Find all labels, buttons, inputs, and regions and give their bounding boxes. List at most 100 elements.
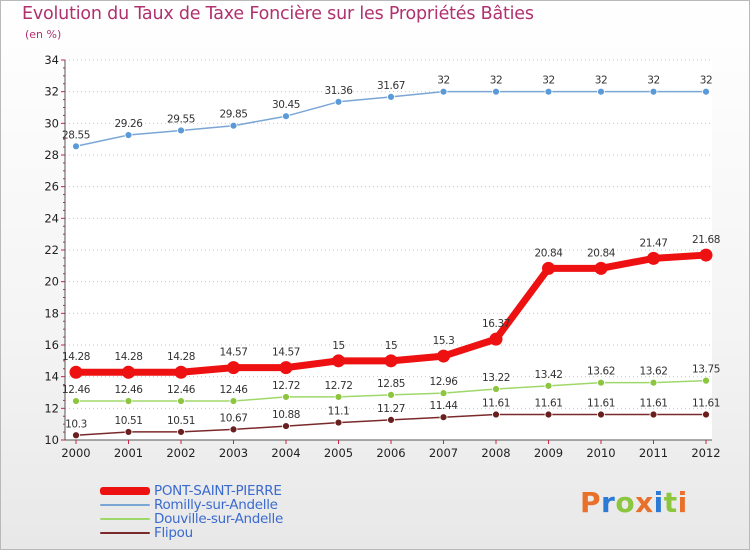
data-point bbox=[702, 410, 710, 419]
data-point bbox=[334, 97, 343, 106]
data-label: 12.85 bbox=[377, 378, 405, 390]
data-point bbox=[544, 381, 553, 390]
chart-unit-label: (en %) bbox=[25, 28, 62, 41]
x-tick-label: 2009 bbox=[534, 446, 563, 460]
legend-item-romilly: Romilly-sur-Andelle bbox=[100, 497, 283, 513]
data-point bbox=[72, 431, 80, 440]
data-point bbox=[387, 415, 395, 424]
data-label: 11.61 bbox=[534, 398, 562, 410]
legend-swatch-romilly bbox=[100, 504, 150, 506]
y-tick-label: 16 bbox=[44, 338, 59, 352]
data-label: 29.26 bbox=[114, 118, 143, 130]
legend-item-douville: Douville-sur-Andelle bbox=[100, 511, 283, 527]
data-label: 13.75 bbox=[692, 364, 720, 376]
data-label: 12.96 bbox=[429, 376, 458, 388]
logo-letter: r bbox=[601, 486, 616, 519]
data-point bbox=[649, 378, 658, 387]
data-point bbox=[229, 397, 238, 405]
data-label: 14.28 bbox=[114, 351, 142, 363]
data-point bbox=[334, 393, 343, 401]
data-label: 14.28 bbox=[167, 351, 195, 363]
data-label: 31.67 bbox=[377, 80, 405, 92]
data-point bbox=[177, 428, 185, 436]
y-tick-label: 32 bbox=[44, 85, 59, 99]
data-label: 13.22 bbox=[482, 372, 510, 384]
data-label: 29.55 bbox=[167, 113, 195, 125]
data-point bbox=[439, 389, 448, 398]
data-label: 13.42 bbox=[534, 369, 562, 381]
data-label: 11.61 bbox=[639, 398, 667, 410]
logo-letter: P bbox=[580, 486, 602, 519]
data-label: 13.62 bbox=[639, 366, 667, 378]
legend-swatch-douville bbox=[100, 518, 150, 520]
data-label: 10.88 bbox=[272, 409, 300, 421]
data-point bbox=[492, 410, 500, 419]
data-label: 32 bbox=[595, 75, 608, 87]
data-point bbox=[492, 87, 500, 96]
data-point bbox=[229, 121, 238, 130]
data-point bbox=[439, 413, 448, 422]
data-label: 29.85 bbox=[219, 109, 247, 121]
data-label: 32 bbox=[647, 75, 660, 87]
data-label: 10.3 bbox=[65, 418, 87, 430]
data-label: 11.44 bbox=[429, 400, 458, 412]
data-point bbox=[387, 92, 395, 101]
data-point bbox=[597, 410, 605, 419]
data-point bbox=[699, 248, 713, 262]
data-label: 21.47 bbox=[639, 237, 667, 249]
data-label: 15 bbox=[332, 340, 345, 352]
data-point bbox=[492, 385, 500, 393]
data-point bbox=[72, 397, 80, 405]
y-tick-label: 30 bbox=[44, 116, 59, 130]
y-tick-label: 10 bbox=[44, 433, 59, 447]
y-tick-label: 34 bbox=[44, 53, 59, 67]
data-point bbox=[124, 131, 133, 139]
data-label: 11.61 bbox=[692, 398, 720, 410]
x-tick-label: 2001 bbox=[114, 446, 143, 460]
data-label: 32 bbox=[542, 75, 555, 87]
data-point bbox=[69, 365, 83, 379]
data-label: 12.46 bbox=[114, 384, 143, 396]
data-point bbox=[282, 112, 290, 121]
data-label: 12.46 bbox=[219, 384, 248, 396]
data-point bbox=[489, 332, 503, 346]
data-point bbox=[384, 354, 398, 368]
x-tick-label: 2008 bbox=[481, 446, 510, 460]
x-tick-label: 2005 bbox=[324, 446, 353, 460]
data-label: 14.28 bbox=[62, 351, 90, 363]
y-tick-label: 22 bbox=[44, 243, 59, 257]
data-point bbox=[702, 376, 710, 385]
data-point bbox=[229, 425, 238, 434]
logo-letter: o bbox=[615, 486, 636, 519]
legend-label: Douville-sur-Andelle bbox=[154, 511, 283, 527]
data-label: 31.36 bbox=[324, 85, 353, 97]
data-point bbox=[387, 390, 395, 399]
y-tick-label: 18 bbox=[44, 306, 59, 320]
data-point bbox=[279, 361, 293, 375]
data-point bbox=[542, 261, 555, 275]
data-label: 11.61 bbox=[482, 398, 510, 410]
data-point bbox=[334, 418, 343, 427]
data-label: 16.37 bbox=[482, 318, 510, 330]
data-label: 12.72 bbox=[272, 380, 300, 392]
legend-swatch-pont-saint-pierre bbox=[100, 487, 150, 495]
data-point bbox=[124, 397, 133, 405]
data-point bbox=[124, 428, 133, 436]
logo-letter: i bbox=[653, 486, 664, 519]
data-label: 12.72 bbox=[324, 380, 352, 392]
data-label: 21.68 bbox=[692, 234, 720, 246]
data-label: 32 bbox=[700, 75, 713, 87]
data-label: 11.1 bbox=[328, 406, 350, 418]
legend-label: PONT-SAINT-PIERRE bbox=[154, 483, 282, 499]
data-point bbox=[544, 410, 553, 419]
data-point bbox=[122, 365, 135, 379]
plot-area bbox=[65, 60, 712, 440]
data-label: 20.84 bbox=[587, 247, 616, 259]
data-point bbox=[282, 393, 290, 401]
data-point bbox=[647, 251, 660, 265]
x-tick-label: 2006 bbox=[376, 446, 405, 460]
legend-swatch-flipou bbox=[100, 532, 150, 534]
x-tick-label: 2000 bbox=[61, 446, 90, 460]
data-label: 10.51 bbox=[167, 415, 195, 427]
chart-title: Evolution du Taux de Taxe Foncière sur l… bbox=[22, 4, 534, 24]
